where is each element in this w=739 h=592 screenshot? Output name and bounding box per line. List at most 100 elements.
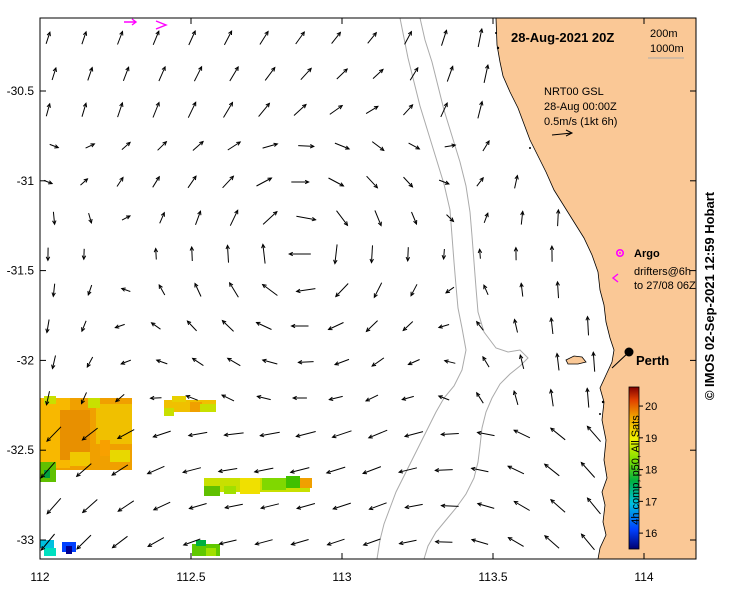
current-arrow — [187, 431, 208, 438]
current-arrow — [45, 31, 51, 44]
current-arrow — [300, 67, 312, 81]
current-arrow — [404, 30, 412, 45]
current-arrow — [362, 538, 381, 546]
current-arrow — [298, 144, 315, 149]
current-arrow — [543, 463, 560, 477]
colorbar-label: 4h comp, p50, All Sats — [630, 415, 642, 525]
current-arrow — [45, 102, 51, 117]
current-arrow — [51, 355, 56, 370]
current-arrow — [410, 284, 418, 297]
current-arrow — [256, 395, 271, 401]
current-arrow — [367, 31, 378, 44]
current-arrow — [253, 467, 274, 474]
x-tick-label: 112 — [30, 570, 49, 584]
x-tick-label: 113 — [332, 570, 351, 584]
current-arrow — [81, 248, 87, 261]
current-arrow — [295, 431, 316, 438]
current-arrow — [586, 497, 601, 515]
current-arrow — [158, 284, 166, 296]
coastal-islets — [495, 32, 605, 415]
current-arrow — [155, 359, 168, 365]
current-arrow — [255, 321, 272, 330]
current-arrow — [470, 466, 489, 473]
current-arrow — [327, 322, 344, 331]
current-arrow — [549, 316, 554, 335]
current-arrow — [445, 286, 455, 294]
colorbar-tick-label: 20 — [645, 401, 657, 413]
current-arrow — [87, 66, 94, 81]
current-arrow — [549, 427, 566, 441]
current-arrow — [188, 29, 196, 46]
product-time: 28-Aug 00:00Z — [544, 101, 617, 113]
x-tick-label: 112.5 — [176, 570, 205, 584]
current-arrow — [261, 283, 278, 296]
current-arrow — [295, 288, 316, 294]
drifter-symbol — [611, 273, 619, 283]
current-arrow — [440, 102, 448, 118]
current-arrow — [288, 251, 311, 257]
map-title: 28-Aug-2021 20Z — [511, 30, 614, 45]
current-arrow — [483, 212, 489, 223]
current-arrow — [368, 502, 387, 511]
current-arrow — [222, 175, 235, 189]
current-arrow — [398, 539, 417, 546]
sst-patch-mid — [164, 396, 216, 416]
current-arrow — [227, 141, 242, 151]
current-arrow — [75, 463, 92, 478]
rottnest-island — [565, 355, 587, 365]
current-arrow — [364, 394, 379, 402]
current-arrow — [186, 320, 197, 332]
current-arrow — [121, 215, 132, 221]
current-arrow — [440, 432, 459, 437]
current-arrow — [293, 103, 307, 116]
current-arrow — [446, 214, 455, 223]
current-arrow — [407, 359, 420, 366]
current-arrow — [181, 467, 202, 474]
current-arrow — [585, 315, 590, 336]
current-arrow — [555, 352, 560, 371]
current-arrow — [111, 464, 129, 476]
current-arrow — [403, 431, 424, 438]
argo-label: Argo — [634, 248, 660, 260]
colorbar-ticks: 20 19 18 17 16 — [639, 401, 657, 540]
x-tick-label: 114 — [634, 570, 653, 584]
current-arrow — [477, 248, 483, 259]
current-arrow — [549, 388, 554, 407]
current-arrow — [152, 30, 160, 45]
current-arrow — [443, 359, 456, 364]
current-arrow — [482, 140, 490, 152]
city-label-perth: Perth — [636, 353, 669, 368]
current-arrow — [117, 30, 124, 45]
current-arrow — [157, 140, 168, 151]
current-arrow — [152, 430, 171, 438]
current-arrow — [256, 177, 273, 187]
current-arrow — [111, 535, 128, 549]
current-arrow — [434, 539, 453, 545]
current-arrow — [328, 395, 343, 401]
current-arrow — [297, 360, 314, 365]
current-arrow — [262, 210, 278, 225]
current-arrow — [512, 389, 519, 406]
current-arrow — [45, 247, 51, 262]
current-arrow — [254, 539, 273, 546]
current-arrow — [371, 141, 385, 152]
current-arrow — [258, 102, 271, 117]
current-arrow — [373, 282, 383, 299]
y-tick-label: -32 — [17, 353, 35, 367]
current-arrow — [476, 176, 484, 187]
drifter-track-1 — [124, 18, 138, 26]
current-arrow — [580, 461, 596, 478]
y-tick-label: -31.5 — [7, 264, 35, 278]
current-arrow — [87, 284, 93, 297]
current-arrow — [403, 176, 414, 188]
current-arrow — [259, 30, 269, 45]
current-arrow — [261, 358, 278, 365]
current-arrow — [51, 283, 56, 298]
current-arrow — [372, 68, 384, 79]
sst-patches — [40, 396, 312, 556]
drifters-label-1: drifters@6h — [634, 266, 691, 278]
current-arrow — [367, 429, 388, 439]
isobath-label-1000m: 1000m — [650, 43, 684, 55]
current-arrow — [194, 282, 202, 297]
